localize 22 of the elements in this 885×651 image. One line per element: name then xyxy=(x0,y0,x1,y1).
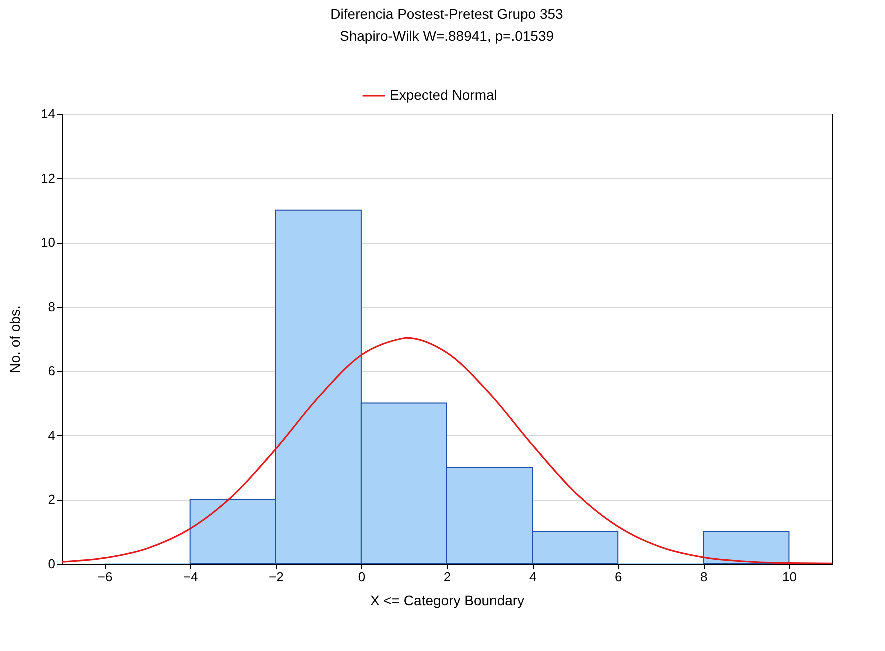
y-tick-label: 0 xyxy=(48,556,56,572)
x-tick-label: 6 xyxy=(614,570,622,584)
chart-title: Diferencia Postest-Pretest Grupo 353 xyxy=(330,6,564,22)
legend-label: Expected Normal xyxy=(390,87,498,103)
y-tick-label: 2 xyxy=(48,492,56,508)
x-tick-label: 10 xyxy=(782,570,797,584)
x-tick-label: 4 xyxy=(529,570,537,584)
x-tick-label: −4 xyxy=(183,570,198,584)
x-tick-label: −6 xyxy=(98,570,113,584)
y-axis-title: No. of obs. xyxy=(7,306,24,374)
y-tick-label: 6 xyxy=(48,364,56,379)
y-tick-label: 10 xyxy=(41,235,56,250)
x-tick-label: 8 xyxy=(700,570,708,584)
y-tick-label: 14 xyxy=(41,106,56,122)
chart-subtitle: Shapiro-Wilk W=.88941, p=.01539 xyxy=(340,28,554,44)
x-tick-label: 0 xyxy=(358,570,366,584)
y-tick-label: 12 xyxy=(41,170,56,186)
x-tick-label: −2 xyxy=(268,570,284,584)
x-tick-label: 2 xyxy=(444,570,452,584)
x-axis-title: X <= Category Boundary xyxy=(370,592,525,608)
y-tick-label: 4 xyxy=(48,428,56,443)
y-tick-label: 8 xyxy=(48,299,56,314)
